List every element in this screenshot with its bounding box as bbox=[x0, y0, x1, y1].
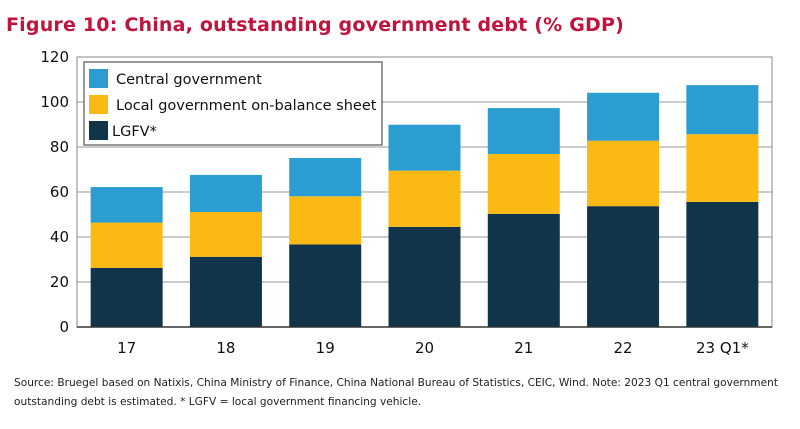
x-tick-label: 17 bbox=[117, 339, 136, 357]
legend-label: LGFV* bbox=[112, 124, 157, 140]
x-tick-label: 22 bbox=[614, 339, 633, 357]
bar-segment bbox=[388, 170, 461, 227]
x-tick-label: 18 bbox=[216, 339, 235, 357]
y-tick-label: 60 bbox=[50, 183, 69, 201]
bar-segment bbox=[487, 213, 560, 327]
chart-title: Figure 10: China, outstanding government… bbox=[6, 14, 624, 36]
source-note: Source: Bruegel based on Natixis, China … bbox=[14, 377, 779, 408]
x-tick-label: 19 bbox=[316, 339, 335, 357]
bar-segment bbox=[189, 212, 262, 257]
bar-segment bbox=[587, 140, 660, 207]
y-tick-label: 0 bbox=[59, 318, 69, 336]
bar-segment bbox=[189, 256, 262, 327]
y-tick-label: 40 bbox=[50, 228, 69, 246]
bar-segment bbox=[289, 158, 362, 197]
bar-segment bbox=[289, 244, 362, 327]
bar-segment bbox=[587, 206, 660, 327]
y-tick-label: 120 bbox=[40, 48, 69, 66]
bar-segment bbox=[90, 222, 163, 268]
legend-swatch bbox=[89, 69, 108, 88]
legend-box bbox=[83, 61, 383, 146]
x-tick-label: 20 bbox=[415, 339, 434, 357]
bar-segment bbox=[388, 124, 461, 171]
bar-segment bbox=[686, 201, 759, 327]
bar-segment bbox=[686, 85, 759, 135]
bar-segment bbox=[686, 134, 759, 202]
bar-segment bbox=[189, 174, 262, 213]
legend-swatch bbox=[89, 121, 108, 140]
bar-segment bbox=[587, 92, 660, 141]
legend-swatch bbox=[89, 95, 108, 114]
bar-segment bbox=[487, 153, 560, 214]
bar-segment bbox=[90, 187, 163, 223]
bar-segment bbox=[487, 108, 560, 154]
x-tick-label: 23 Q1* bbox=[696, 339, 749, 357]
legend-label: Central government bbox=[116, 72, 262, 88]
bar-segment bbox=[90, 267, 163, 327]
stacked-bar-chart: 0 20 40 60 80 100 120 17 18 19 20 21 22 23 Q1* Central… bbox=[40, 48, 773, 357]
bar-segment bbox=[388, 226, 461, 327]
legend-label: Local government on-balance sheet bbox=[116, 98, 377, 114]
y-tick-label: 100 bbox=[40, 93, 69, 111]
y-tick-label: 80 bbox=[50, 138, 69, 156]
x-tick-label: 21 bbox=[514, 339, 533, 357]
y-tick-label: 20 bbox=[50, 273, 69, 291]
bar-segment bbox=[289, 196, 362, 245]
